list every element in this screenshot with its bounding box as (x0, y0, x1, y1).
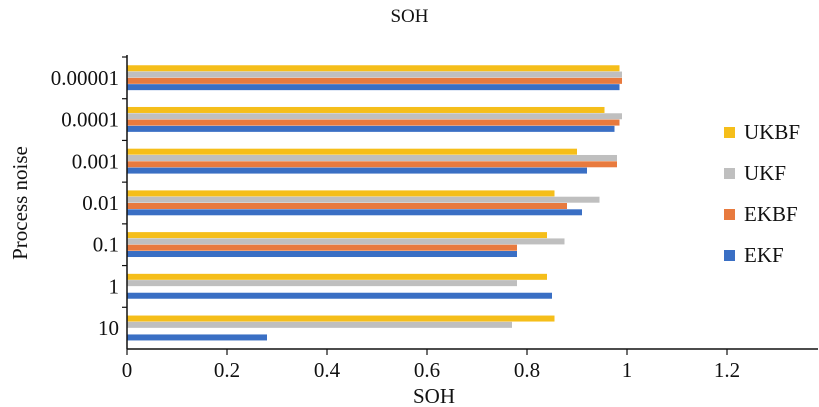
legend-swatch-ekbf (724, 209, 735, 220)
bar-ekf-0.01 (127, 209, 582, 216)
x-tick-label: 0.8 (514, 358, 540, 382)
legend-label-ekbf: EKBF (744, 202, 798, 226)
bar-ukbf-0.0001 (127, 106, 605, 113)
bar-ukbf-0.01 (127, 190, 555, 197)
bar-ekf-1 (127, 292, 552, 299)
legend-label-ukf: UKF (744, 161, 786, 185)
bar-ekbf-0.1 (127, 244, 517, 251)
x-tick-label: 1 (622, 358, 633, 382)
y-category-label: 0.00001 (51, 66, 119, 90)
legend-swatch-ukbf (724, 127, 735, 138)
bar-ukbf-1 (127, 273, 547, 280)
x-tick-label: 0.4 (314, 358, 341, 382)
bar-ekf-0.0001 (127, 125, 615, 132)
x-tick-label: 0.2 (214, 358, 240, 382)
bar-ukf-0.00001 (127, 71, 622, 78)
chart-title: SOH (390, 6, 429, 27)
bar-ekbf-0.01 (127, 203, 567, 209)
y-category-label: 10 (98, 316, 119, 340)
y-category-label: 0.1 (93, 233, 119, 257)
y-category-label: 0.01 (82, 191, 119, 215)
bar-ekf-0.1 (127, 251, 517, 258)
x-tick-label: 0 (122, 358, 133, 382)
bars-layer (127, 65, 622, 341)
bar-ukbf-0.1 (127, 232, 547, 239)
bar-ukf-0.001 (127, 154, 617, 161)
x-ticks: 0 0.2 0.4 0.6 0.8 1 1.2 (122, 349, 740, 382)
legend-swatch-ekf (724, 250, 735, 261)
bar-ekf-10 (127, 334, 267, 341)
bar-ukf-0.01 (127, 196, 600, 203)
bar-ukbf-0.001 (127, 148, 577, 155)
bar-ukbf-0.00001 (127, 65, 620, 72)
bar-ekbf-0.001 (127, 161, 617, 168)
y-ticks: 0.00001 0.0001 0.001 0.01 0.1 1 10 (51, 56, 127, 340)
bar-ekf-0.001 (127, 167, 587, 174)
bar-ekf-0.00001 (127, 84, 620, 91)
bar-ekbf-0.00001 (127, 77, 622, 84)
y-category-label: 0.001 (72, 149, 119, 173)
legend-label-ekf: EKF (744, 243, 784, 267)
x-tick-label: 1.2 (714, 358, 740, 382)
y-axis-title: Process noise (8, 146, 32, 260)
bar-ukf-0.0001 (127, 113, 622, 120)
legend: UKBF UKF EKBF EKF (724, 120, 800, 267)
legend-label-ukbf: UKBF (744, 120, 800, 144)
bar-ekbf-0.0001 (127, 119, 620, 126)
bar-ukf-0.1 (127, 238, 565, 245)
bar-ukbf-10 (127, 315, 555, 322)
y-category-label: 1 (109, 274, 120, 298)
y-category-label: 0.0001 (61, 108, 119, 132)
x-tick-label: 0.6 (414, 358, 440, 382)
legend-swatch-ukf (724, 168, 735, 179)
x-axis-title: SOH (413, 384, 455, 407)
bar-ukf-1 (127, 280, 517, 287)
bar-ukf-10 (127, 321, 512, 328)
